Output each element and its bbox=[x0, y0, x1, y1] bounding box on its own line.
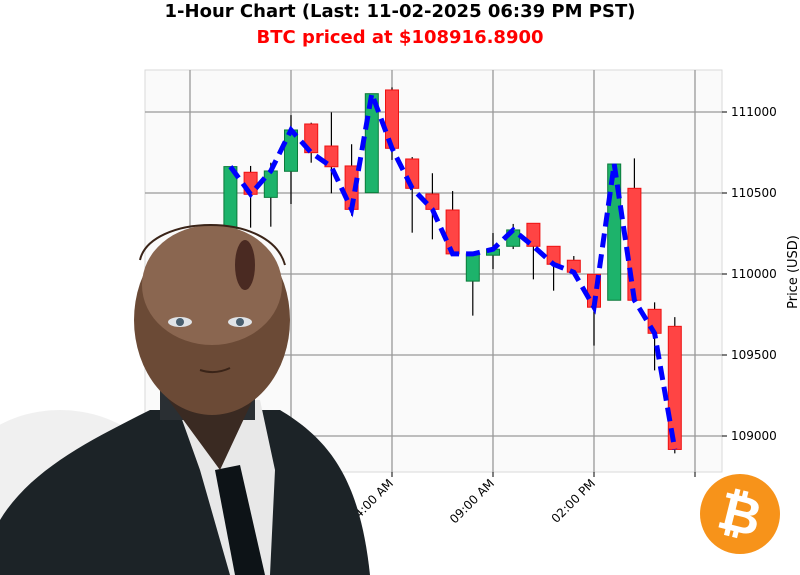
y-axis: 109000 109500 110000 110500 111000 bbox=[722, 105, 777, 443]
y-tick-label: 110000 bbox=[731, 267, 777, 281]
bitcoin-logo: ₿ bbox=[700, 474, 780, 554]
close-price-line bbox=[228, 84, 678, 450]
candle-body bbox=[263, 170, 278, 198]
y-tick-label: 110500 bbox=[731, 186, 777, 200]
y-tick-label: 109500 bbox=[731, 348, 777, 362]
y-axis-label: Price (USD) bbox=[786, 235, 800, 309]
chart-title: 1-Hour Chart (Last: 11-02-2025 06:39 PM … bbox=[164, 1, 636, 22]
candle bbox=[385, 87, 399, 160]
candle-body bbox=[465, 253, 480, 282]
y-tick-label: 111000 bbox=[731, 105, 777, 119]
android-image bbox=[0, 224, 370, 575]
x-tick-label: 09:00 AM bbox=[447, 476, 497, 526]
candle-body bbox=[627, 187, 642, 301]
candle bbox=[425, 173, 440, 240]
x-axis: 04:00 AM 09:00 AM 02:00 PM bbox=[346, 472, 696, 526]
y-tick-label: 109000 bbox=[731, 429, 777, 443]
chart-subtitle: BTC priced at $108916.8900 bbox=[256, 27, 544, 48]
candle-body bbox=[445, 209, 460, 255]
candle bbox=[445, 191, 460, 255]
x-tick-label: 02:00 PM bbox=[549, 476, 598, 525]
